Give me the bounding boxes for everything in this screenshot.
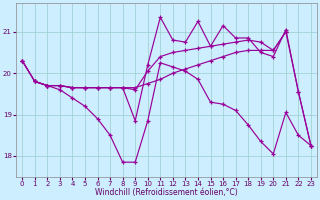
X-axis label: Windchill (Refroidissement éolien,°C): Windchill (Refroidissement éolien,°C) (95, 188, 238, 197)
